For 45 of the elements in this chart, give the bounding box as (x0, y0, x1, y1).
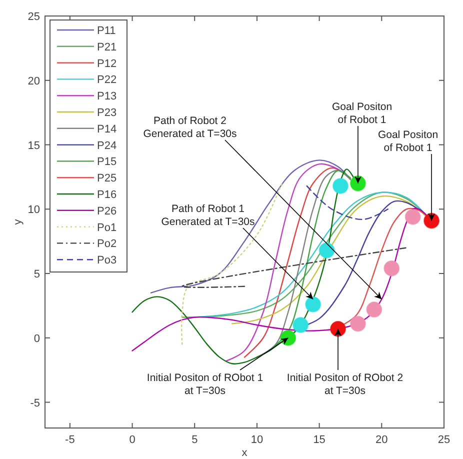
point (404, 208, 421, 225)
point (366, 302, 382, 318)
y-tick-label: 10 (28, 204, 40, 216)
legend-label: Po3 (97, 254, 117, 267)
legend-label: P13 (97, 90, 117, 103)
point (332, 178, 349, 194)
x-tick-label: 20 (376, 434, 388, 446)
x-tick-label: 25 (438, 434, 450, 446)
annotation: Path of Robot 2 Generated at T=30s (143, 115, 237, 140)
y-tick-label: 15 (28, 140, 40, 152)
point (350, 316, 366, 332)
point (305, 296, 322, 312)
legend-label: P22 (97, 74, 117, 86)
legend-label: Po2 (97, 238, 117, 250)
x-tick-label: -5 (65, 434, 75, 446)
legend-label: P25 (97, 172, 117, 185)
point (292, 317, 309, 333)
y-tick-label: -5 (30, 397, 40, 410)
annotation: Goal Positon of Robot 1 (332, 101, 392, 126)
y-tick-label: 0 (34, 332, 40, 345)
annotation: Goal Positon of Robot 1 (378, 129, 438, 154)
legend-label: P21 (97, 41, 117, 54)
legend-label: P26 (97, 205, 117, 218)
legend-label: P14 (97, 123, 117, 136)
y-axis-title: y (12, 218, 24, 225)
legend-label: P16 (97, 189, 117, 201)
x-axis-title: x (242, 447, 248, 459)
legend-label: P24 (97, 140, 117, 152)
legend-label: P23 (97, 107, 117, 119)
point (384, 260, 400, 276)
y-tick-label: 5 (34, 268, 40, 280)
x-tick-label: 15 (313, 434, 326, 446)
annotation: Path of Robot 1 Generated at T=30s (161, 203, 255, 228)
x-tick-label: 10 (250, 434, 264, 446)
x-tick-label: 0 (129, 434, 136, 446)
y-tick-label: 20 (28, 75, 40, 88)
legend-label: P15 (97, 156, 117, 168)
y-tick-label: 25 (28, 11, 40, 23)
legend-label: Po1 (97, 222, 117, 234)
annotation: Initial Positon of RObot 2 at T=30s (286, 372, 404, 397)
point (318, 242, 335, 258)
annotation: Initial Positon of RObot 1 at T=30s (146, 372, 264, 397)
legend-label: P12 (97, 58, 117, 70)
x-tick-label: 5 (192, 434, 198, 446)
legend-label: P11 (97, 25, 116, 37)
